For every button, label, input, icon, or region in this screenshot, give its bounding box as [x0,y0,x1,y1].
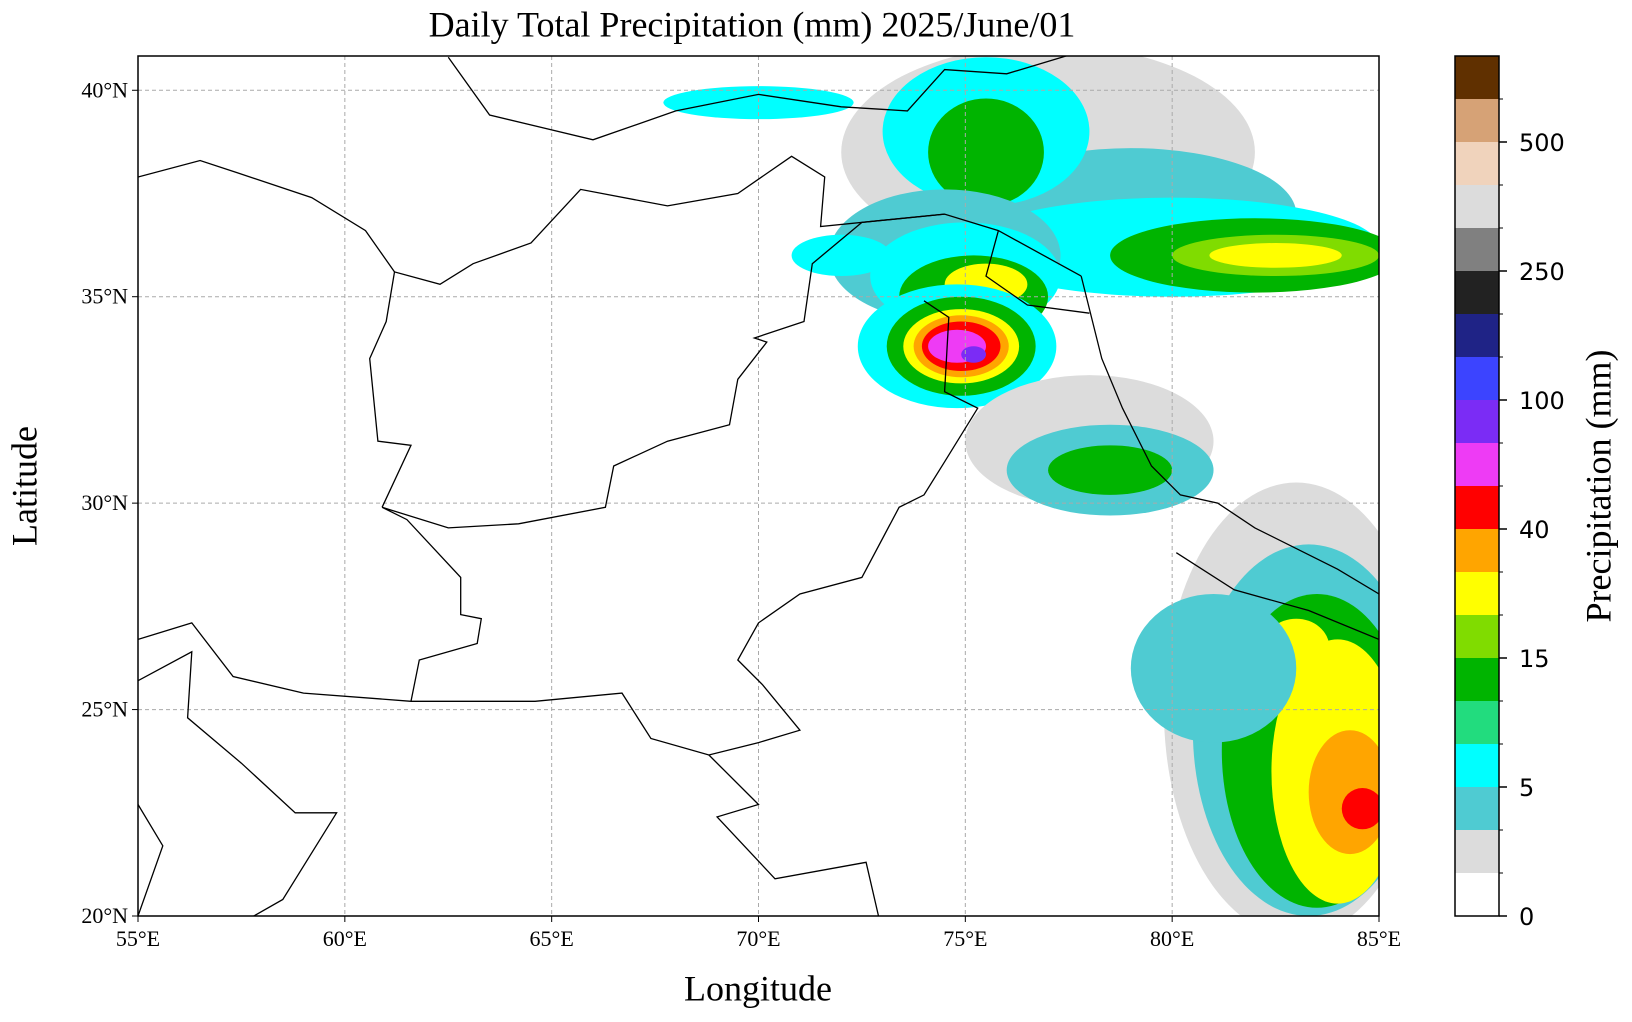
border-line [1080,275,1379,595]
border-line [1175,552,1379,641]
x-tick-label: 60°E [323,926,367,951]
borders [138,56,1379,916]
colorbar-tick-label: 15 [1519,645,1550,673]
precipitation-area [961,346,987,363]
precipitation-area [791,234,891,277]
border-line [138,804,164,916]
border-line [447,56,1069,141]
precipitation-area [1048,445,1173,495]
colorbar-segment [1455,572,1499,615]
colorbar-segment [1455,658,1499,701]
precipitation-area [1130,593,1297,743]
colorbar-segment [1455,271,1499,314]
colorbar-segment [1455,443,1499,486]
border-line [138,159,396,273]
colorbar-segment [1455,228,1499,271]
colorbar-segment [1455,142,1499,185]
colorbar-tick-label: 5 [1519,774,1534,802]
colorbar-segment [1455,486,1499,529]
colorbar-label: Precipitation (mm) [1578,350,1618,623]
colorbar-segment [1455,357,1499,400]
colorbar-segment [1455,314,1499,357]
x-tick-label: 85°E [1357,926,1401,951]
x-axis-label: Longitude [684,968,832,1008]
colorbar-segment [1455,787,1499,830]
colorbar-segment [1455,99,1499,142]
border-line [985,230,1090,314]
colorbar-segment [1455,615,1499,658]
precipitation-field [663,56,1379,916]
axes: 55°E 60°E 65°E 70°E 75°E 80°E 85°E 20°N 25°N 30°N… [81,77,1401,951]
colorbar-segment [1455,400,1499,443]
colorbar: 0 5 15 40 100 250 500 [1454,55,1565,931]
colorbar-segment [1455,529,1499,572]
x-tick-label: 80°E [1150,926,1194,951]
x-tick-label: 65°E [530,926,574,951]
colorbar-tick-label: 250 [1519,258,1565,286]
y-tick-label: 30°N [81,490,128,515]
border-line [381,213,1082,702]
precipitation-area [928,98,1044,206]
y-tick-label: 40°N [81,77,128,102]
x-tick-label: 70°E [736,926,780,951]
x-tick-label: 75°E [943,926,987,951]
y-axis-label: Latitude [4,426,44,546]
colorbar-segment [1455,185,1499,228]
border-line [708,754,880,916]
colorbar-segment [1455,830,1499,873]
border-line [411,300,979,756]
colorbar-segment [1455,873,1499,916]
colorbar-tick-label: 0 [1519,903,1534,931]
map-title: Daily Total Precipitation (mm) 2025/June… [429,4,1076,44]
border-line [369,155,945,508]
colorbar-segment [1455,56,1499,99]
x-tick-label: 55°E [116,926,160,951]
y-tick-label: 20°N [81,903,128,928]
colorbar-tick-label: 40 [1519,516,1550,544]
y-tick-label: 25°N [81,697,128,722]
colorbar-tick-label: 100 [1519,387,1565,415]
precipitation-area [663,86,854,120]
y-tick-label: 35°N [81,284,128,309]
colorbar-segment [1455,744,1499,787]
border-line [138,650,338,916]
colorbar-tick-label: 500 [1519,129,1565,157]
colorbar-segment [1455,701,1499,744]
precipitation-area [1341,788,1379,830]
border-line [138,622,412,702]
precipitation-area [1209,243,1342,268]
